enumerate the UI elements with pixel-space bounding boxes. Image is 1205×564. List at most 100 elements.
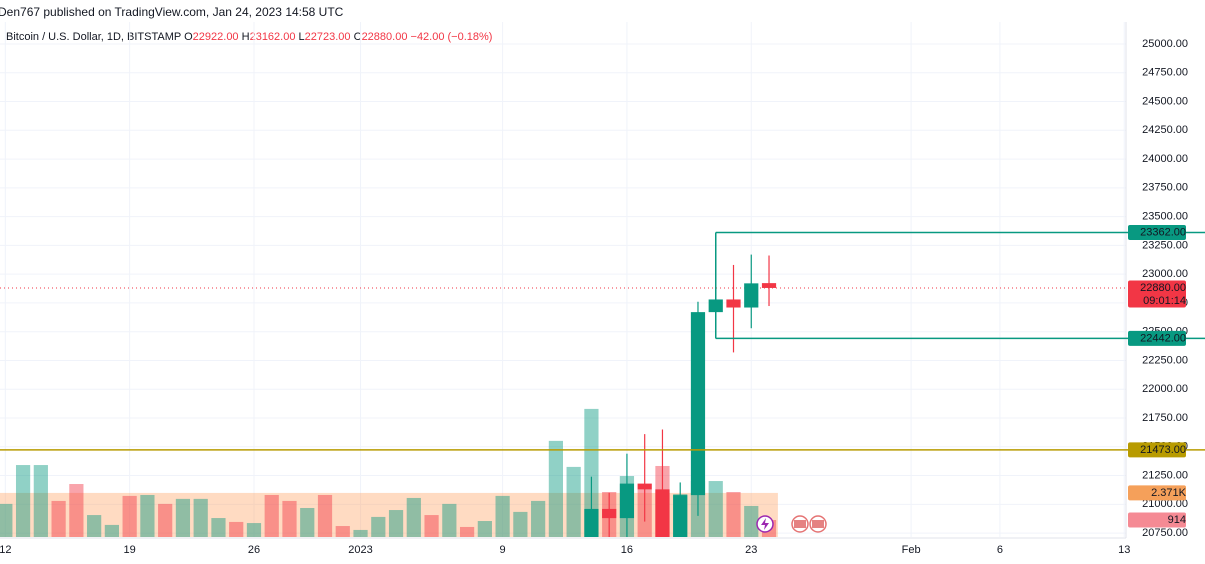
event-icon xyxy=(761,518,769,530)
x-tick-label: 23 xyxy=(745,544,757,556)
countdown-label: 09:01:14 xyxy=(1143,295,1186,307)
volume-bar xyxy=(335,526,350,537)
candle-body xyxy=(690,312,706,496)
candle-body xyxy=(673,495,688,537)
volume-bar xyxy=(33,465,48,537)
level-tag xyxy=(1128,442,1186,458)
x-tick-label: 2023 xyxy=(348,544,372,556)
legend-text: Bitcoin / U.S. Dollar, 1D, BITSTAMP O229… xyxy=(6,31,492,43)
level-tag xyxy=(1128,224,1186,240)
volume-bar xyxy=(513,511,528,537)
volume-bar xyxy=(371,516,386,537)
volume-bar xyxy=(140,494,155,537)
x-tick-label: 9 xyxy=(500,544,506,556)
y-tick-label: 20750.00 xyxy=(1142,527,1188,539)
ohlc-value: 23162.00 xyxy=(250,31,296,43)
volume-bar xyxy=(104,524,119,537)
candle-body xyxy=(602,508,617,519)
volume-bar xyxy=(15,465,31,537)
volume-bar xyxy=(87,515,102,537)
ohlc-value: 22723.00 xyxy=(305,31,351,43)
volume-bar xyxy=(282,500,297,537)
y-tick-label: 22000.00 xyxy=(1142,383,1188,395)
volume-bar xyxy=(495,495,510,537)
volume-ma-label: 2.371K xyxy=(1151,487,1187,499)
candle-body xyxy=(655,489,670,537)
y-tick-label: 23000.00 xyxy=(1142,268,1188,280)
volume-bar xyxy=(122,495,137,537)
x-tick-label: 12 xyxy=(0,544,11,556)
x-tick-label: 19 xyxy=(124,544,136,556)
x-tick-label: Feb xyxy=(902,544,921,556)
volume-bar xyxy=(548,440,563,537)
volume-ma-tag xyxy=(1128,485,1186,501)
y-tick-label: 21750.00 xyxy=(1142,412,1188,424)
y-tick-label: 21250.00 xyxy=(1142,469,1188,481)
last-price-label: 22880.00 xyxy=(1140,282,1186,294)
volume-bar xyxy=(317,494,333,537)
volume-bar xyxy=(406,497,421,537)
candle-body xyxy=(619,483,635,519)
candle-body xyxy=(584,508,599,537)
ohlc-key: O xyxy=(184,31,193,43)
volume-bar xyxy=(211,518,226,537)
candle-body xyxy=(761,283,777,288)
x-tick-label: 26 xyxy=(248,544,260,556)
last-price-tag xyxy=(1128,280,1186,308)
legend: Bitcoin / U.S. Dollar, 1D, BITSTAMP O229… xyxy=(6,31,492,43)
ohlc-value: 22922.00 xyxy=(193,31,239,43)
volume-bar xyxy=(0,503,13,537)
candle-body xyxy=(744,283,759,308)
change: −42.00 (−0.18%) xyxy=(411,31,493,43)
x-tick-label: 16 xyxy=(621,544,633,556)
volume-bar xyxy=(158,503,173,537)
y-tick-label: 22250.00 xyxy=(1142,354,1188,366)
y-tick-label: 24000.00 xyxy=(1142,153,1188,165)
volume-bar xyxy=(264,494,279,537)
level-tag-label: 21473.00 xyxy=(1140,444,1186,456)
last-volume-label: 914 xyxy=(1168,514,1186,526)
candle-body xyxy=(726,299,741,308)
plot-area xyxy=(0,22,1126,537)
volume-bar xyxy=(51,500,66,537)
level-tag-label: 22442.00 xyxy=(1140,332,1186,344)
volume-bar xyxy=(424,515,439,537)
ohlc-key: L xyxy=(299,31,305,43)
symbol: Bitcoin / U.S. Dollar, 1D, BITSTAMP xyxy=(6,31,181,43)
volume-bar xyxy=(531,500,546,537)
ohlc-key: C xyxy=(354,31,362,43)
last-volume-tag xyxy=(1128,512,1186,528)
volume-bar xyxy=(246,523,262,537)
volume-bar xyxy=(353,529,368,537)
volume-bar xyxy=(584,408,599,537)
y-tick-label: 23500.00 xyxy=(1142,211,1188,223)
volume-bar xyxy=(442,503,457,537)
volume-bar xyxy=(459,526,475,537)
y-tick-label: 23750.00 xyxy=(1142,182,1188,194)
published-note: Den767 published on TradingView.com, Jan… xyxy=(0,5,344,19)
volume-bar xyxy=(726,492,741,537)
candle-body xyxy=(637,483,652,490)
volume-bar xyxy=(566,466,581,537)
volume-bar xyxy=(193,498,208,537)
ohlc-key: H xyxy=(242,31,250,43)
x-tick-label: 6 xyxy=(997,544,1003,556)
volume-bar xyxy=(388,510,404,537)
volume-bar xyxy=(477,521,492,537)
volume-bar xyxy=(708,481,723,537)
event-icon xyxy=(812,520,824,528)
volume-bar xyxy=(300,507,315,537)
event-icon xyxy=(794,520,806,528)
level-tag-label: 23362.00 xyxy=(1140,226,1186,238)
y-tick-label: 21000.00 xyxy=(1142,498,1188,510)
ohlc-value: 22880.00 xyxy=(362,31,408,43)
y-tick-label: 23250.00 xyxy=(1142,239,1188,251)
y-tick-label: 24250.00 xyxy=(1142,124,1188,136)
volume-bar xyxy=(744,505,759,537)
y-tick-label: 24750.00 xyxy=(1142,67,1188,79)
event-icons xyxy=(756,515,827,533)
volume-bar xyxy=(229,521,244,537)
x-tick-label: 13 xyxy=(1118,544,1130,556)
level-tag xyxy=(1128,330,1186,346)
